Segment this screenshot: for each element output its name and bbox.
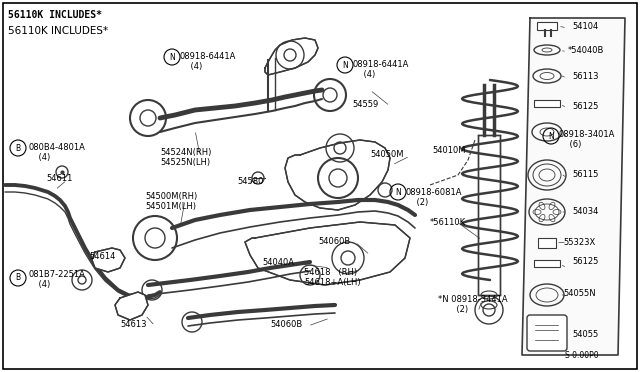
Text: 54050M: 54050M xyxy=(370,150,403,159)
Bar xyxy=(537,22,557,30)
Text: 54613: 54613 xyxy=(120,320,147,329)
Text: N: N xyxy=(342,61,348,70)
Text: 56113: 56113 xyxy=(572,72,598,81)
Text: 54559: 54559 xyxy=(352,100,378,109)
Polygon shape xyxy=(522,18,625,355)
Bar xyxy=(534,260,560,267)
Text: 54614: 54614 xyxy=(89,252,115,261)
Polygon shape xyxy=(245,222,410,285)
Text: 56125: 56125 xyxy=(572,257,598,266)
Text: 08918-3401A
    (6): 08918-3401A (6) xyxy=(559,130,616,150)
Text: 54055N: 54055N xyxy=(563,289,596,298)
Text: 08918-6441A
    (4): 08918-6441A (4) xyxy=(180,52,236,71)
Text: 54060B: 54060B xyxy=(270,320,302,329)
Text: 54500M(RH)
54501M(LH): 54500M(RH) 54501M(LH) xyxy=(145,192,197,211)
Text: N: N xyxy=(548,131,554,141)
Text: 54524N(RH)
54525N(LH): 54524N(RH) 54525N(LH) xyxy=(160,148,211,167)
Text: 56110K INCLUDES*: 56110K INCLUDES* xyxy=(8,26,108,36)
Text: 56110K INCLUDES*: 56110K INCLUDES* xyxy=(8,10,102,20)
Text: 54060B: 54060B xyxy=(318,237,350,246)
Bar xyxy=(534,100,560,107)
Text: 56125: 56125 xyxy=(572,102,598,111)
Text: N: N xyxy=(395,187,401,196)
Text: 55323X: 55323X xyxy=(563,238,595,247)
Text: *N 08918-3441A
       (2): *N 08918-3441A (2) xyxy=(438,295,508,314)
Polygon shape xyxy=(285,140,390,210)
Text: *56110K: *56110K xyxy=(430,218,466,227)
Text: 54010M: 54010M xyxy=(432,146,465,155)
Text: 08918-6441A
    (4): 08918-6441A (4) xyxy=(353,60,410,79)
Text: N: N xyxy=(169,52,175,61)
Text: 54611: 54611 xyxy=(46,174,72,183)
Text: 54034: 54034 xyxy=(572,207,598,216)
Text: 54040A: 54040A xyxy=(262,258,294,267)
Text: *54040B: *54040B xyxy=(568,46,604,55)
FancyBboxPatch shape xyxy=(527,315,567,351)
Text: 54580: 54580 xyxy=(237,177,264,186)
Text: B: B xyxy=(15,273,20,282)
Text: 56115: 56115 xyxy=(572,170,598,179)
Bar xyxy=(538,238,556,248)
Text: B: B xyxy=(15,144,20,153)
Polygon shape xyxy=(115,292,148,320)
Polygon shape xyxy=(265,38,318,75)
Text: S 0.00P0: S 0.00P0 xyxy=(565,351,598,360)
Text: 08918-6081A
    (2): 08918-6081A (2) xyxy=(406,188,463,208)
Bar xyxy=(478,135,500,295)
Text: 081B7-2251A
    (4): 081B7-2251A (4) xyxy=(28,270,85,289)
Text: 080B4-4801A
    (4): 080B4-4801A (4) xyxy=(28,143,85,163)
Text: 54618   (RH)
54618+A(LH): 54618 (RH) 54618+A(LH) xyxy=(304,268,360,288)
Polygon shape xyxy=(92,248,125,272)
Text: 54104: 54104 xyxy=(572,22,598,31)
Text: 54055: 54055 xyxy=(572,330,598,339)
